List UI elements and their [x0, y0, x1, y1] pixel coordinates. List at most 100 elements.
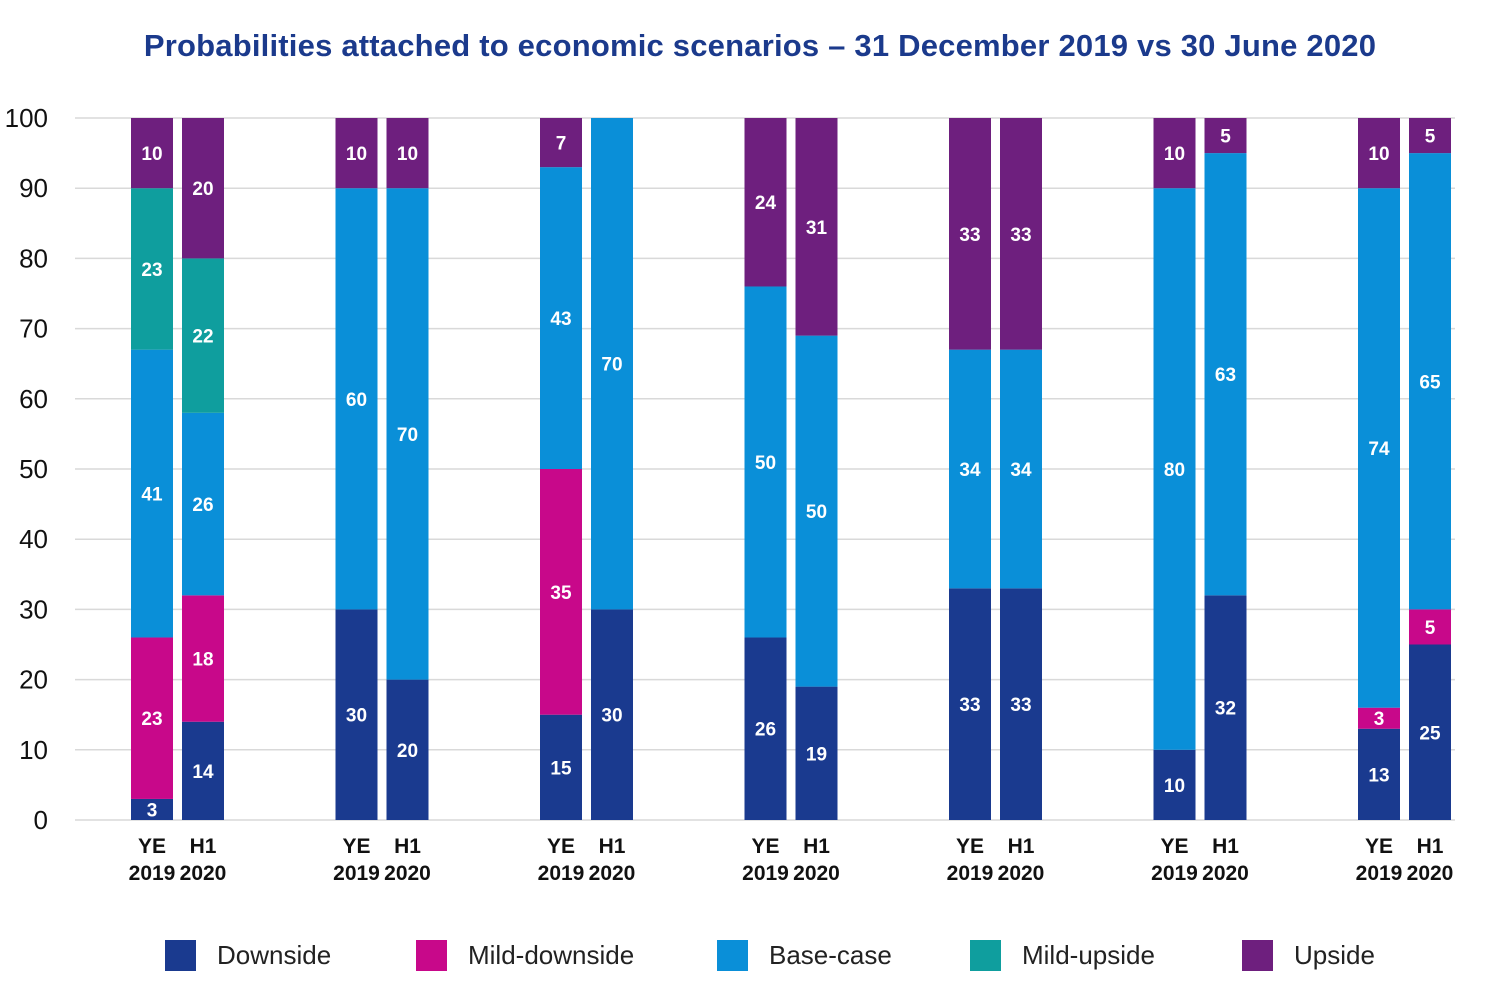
bar-segment-upside — [335, 118, 378, 189]
legend-label: Upside — [1294, 940, 1375, 970]
x-tick-label: 2020 — [1407, 862, 1454, 885]
bar-segment-downside — [591, 609, 633, 820]
bar-segment-upside — [131, 118, 173, 189]
bar-segment-base-case — [335, 188, 378, 610]
x-tick-label: H1 — [190, 835, 217, 858]
x-tick-label: 2019 — [1356, 862, 1403, 885]
bar-segment-base-case — [1409, 153, 1451, 610]
data-label: 70 — [601, 355, 622, 376]
data-label: 26 — [755, 720, 776, 741]
bar-segment-base-case — [386, 188, 429, 680]
x-tick-label: H1 — [1008, 835, 1035, 858]
y-tick-label: 50 — [19, 454, 48, 484]
data-label: 33 — [1010, 225, 1031, 246]
legend-label: Base-case — [769, 940, 892, 970]
legend-swatch — [717, 940, 748, 971]
bar-segment-mild-upside — [182, 258, 224, 413]
legend: Downside Mild-downside Base-case Mild-upsid… — [165, 940, 1375, 971]
bar-segment-downside — [540, 714, 582, 820]
legend-swatch — [970, 940, 1001, 971]
bar-segment-downside — [131, 798, 173, 820]
legend-label: Downside — [217, 940, 331, 970]
x-tick-label: 2019 — [333, 862, 380, 885]
data-label: 35 — [550, 583, 572, 604]
data-label: 10 — [1164, 144, 1185, 165]
bar-segment-base-case — [131, 349, 173, 638]
data-label: 65 — [1419, 372, 1441, 393]
y-tick-label: 80 — [19, 243, 48, 273]
data-label: 3 — [147, 800, 158, 821]
bar-segment-upside — [1204, 118, 1247, 154]
x-tick-label: 2020 — [180, 862, 227, 885]
data-label: 23 — [141, 260, 162, 281]
x-tick-label: H1 — [803, 835, 830, 858]
bar-segment-mild-downside — [182, 595, 224, 722]
data-label: 60 — [346, 390, 367, 411]
data-label: 32 — [1215, 699, 1236, 720]
bar-segment-base-case — [591, 118, 633, 610]
x-axis: YE 2019 H1 2020 YE 2019 H1 2020 YE 2019 H1 2020 YE 20… — [129, 835, 1454, 885]
y-tick-label: 60 — [19, 384, 48, 414]
data-label: 13 — [1368, 765, 1389, 786]
legend-item-mild-downside: Mild-downside — [416, 940, 634, 971]
x-tick-label: 2019 — [129, 862, 176, 885]
bar-segment-downside — [335, 609, 378, 820]
data-label: 18 — [192, 650, 213, 671]
bar-segment-downside — [949, 588, 991, 820]
bar-segment-downside — [795, 686, 838, 820]
x-tick-label: H1 — [394, 835, 421, 858]
y-tick-label: 40 — [19, 524, 48, 554]
data-label: 74 — [1368, 439, 1390, 460]
y-tick-label: 100 — [5, 103, 48, 133]
data-label: 10 — [141, 144, 162, 165]
data-label: 3 — [1374, 709, 1385, 730]
data-label: 70 — [397, 425, 418, 446]
y-axis: 0 10 20 30 40 50 60 70 80 90 100 — [5, 103, 48, 835]
y-tick-label: 20 — [19, 665, 48, 695]
bar-segment-upside — [1153, 118, 1196, 189]
bar-segment-downside — [1000, 588, 1042, 820]
data-label: 43 — [550, 309, 571, 330]
bar-segment-upside — [795, 118, 838, 336]
data-label: 24 — [755, 193, 777, 214]
data-label: 30 — [346, 706, 367, 727]
y-tick-label: 10 — [19, 735, 48, 765]
x-tick-label: 2019 — [947, 862, 994, 885]
x-tick-label: YE — [1365, 835, 1393, 858]
data-label: 10 — [1164, 776, 1185, 797]
data-label: 23 — [141, 709, 162, 730]
bar-segment-upside — [1409, 118, 1451, 154]
x-tick-label: H1 — [599, 835, 626, 858]
bar-segment-base-case — [795, 335, 838, 687]
bar-segment-downside — [1409, 644, 1451, 820]
y-tick-label: 0 — [34, 805, 48, 835]
data-labels: 3234123101418262220306010207010153543730… — [141, 127, 1441, 822]
x-tick-label: 2019 — [1151, 862, 1198, 885]
data-label: 80 — [1164, 460, 1185, 481]
bar-segment-base-case — [1204, 153, 1247, 596]
data-label: 34 — [959, 460, 981, 481]
legend-swatch — [1242, 940, 1273, 971]
bar-segment-upside — [540, 118, 582, 168]
y-tick-label: 30 — [19, 594, 48, 624]
data-label: 41 — [141, 485, 163, 506]
bar-segment-upside — [1000, 118, 1042, 350]
bar-segment-downside — [744, 637, 787, 820]
bar-segment-mild-upside — [131, 188, 173, 350]
x-tick-label: YE — [956, 835, 984, 858]
legend-item-upside: Upside — [1242, 940, 1375, 971]
legend-swatch — [165, 940, 196, 971]
legend-label: Mild-downside — [468, 940, 634, 970]
bar-segment-mild-downside — [1358, 707, 1400, 729]
bar-segment-mild-downside — [1409, 609, 1451, 645]
bar-segment-upside — [1358, 118, 1400, 189]
x-tick-label: 2020 — [1202, 862, 1249, 885]
x-tick-label: 2020 — [384, 862, 431, 885]
bar-segment-base-case — [949, 349, 991, 589]
x-tick-label: YE — [342, 835, 370, 858]
data-label: 25 — [1419, 723, 1441, 744]
bar-segment-base-case — [1000, 349, 1042, 589]
x-tick-label: YE — [751, 835, 779, 858]
data-label: 34 — [1010, 460, 1032, 481]
data-label: 33 — [959, 695, 980, 716]
